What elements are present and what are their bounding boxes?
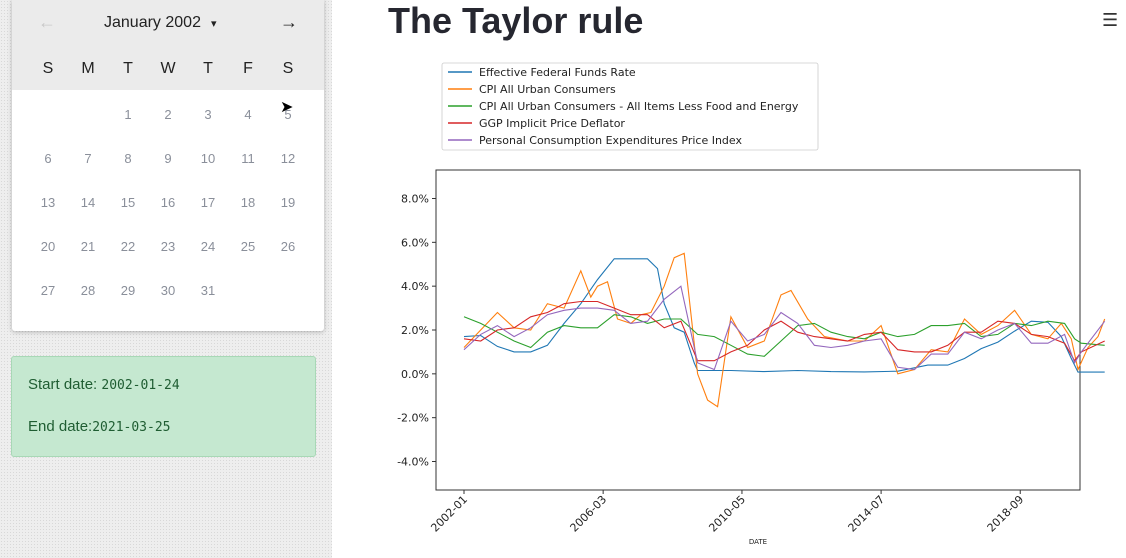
x-axis-label: DATE bbox=[749, 538, 767, 546]
taylor-rule-chart: -4.0% -2.0% 0.0% 2.0% 4.0% 6.0% 8.0% 2002-01 200… bbox=[397, 62, 1106, 546]
series-line-3 bbox=[463, 314, 1105, 357]
hamburger-menu-icon[interactable]: ☰ bbox=[1102, 10, 1119, 30]
legend-entry: Personal Consumption Expenditures Price … bbox=[479, 134, 742, 147]
calendar-day[interactable]: 5 bbox=[284, 107, 292, 122]
calendar-header: ← January 2002 ▾ → S M T W T F S bbox=[12, 0, 324, 90]
calendar-day[interactable]: 25 bbox=[240, 239, 256, 254]
caret-down-icon: ▾ bbox=[210, 18, 217, 30]
weekday-label: F bbox=[243, 60, 253, 77]
series-line-2 bbox=[463, 252, 1106, 408]
calendar-day[interactable]: 15 bbox=[120, 195, 136, 210]
calendar-day[interactable]: 28 bbox=[80, 283, 96, 298]
weekday-label: T bbox=[123, 60, 133, 77]
x-tick-label: 2006-03 bbox=[568, 493, 610, 535]
calendar-day[interactable]: 30 bbox=[160, 283, 176, 298]
calendar-day[interactable]: 2 bbox=[164, 107, 172, 122]
weekday-label: S bbox=[42, 60, 54, 77]
page-title: The Taylor rule bbox=[388, 0, 644, 41]
end-date-label: End date: bbox=[28, 418, 93, 435]
x-tick-label: 2002-01 bbox=[428, 493, 470, 535]
calendar-day[interactable]: 7 bbox=[84, 151, 92, 166]
plot-area bbox=[435, 169, 1081, 491]
calendar-day[interactable]: 12 bbox=[280, 151, 296, 166]
y-tick-label: 2.0% bbox=[401, 324, 429, 337]
month-year-label: January 2002 bbox=[104, 14, 201, 31]
calendar-day[interactable]: 22 bbox=[120, 239, 136, 254]
series-line-5 bbox=[463, 285, 1106, 371]
end-date-line: End date:2021-03-25 bbox=[28, 418, 171, 435]
start-date-line: Start date: 2002-01-24 bbox=[28, 376, 180, 393]
series-line-4 bbox=[463, 300, 1105, 362]
calendar-day[interactable]: 20 bbox=[40, 239, 56, 254]
x-tick-label: 2018-09 bbox=[985, 493, 1027, 535]
calendar-day[interactable]: 6 bbox=[44, 151, 52, 166]
calendar-day[interactable]: 19 bbox=[280, 195, 296, 210]
legend-entry: GGP Implicit Price Deflator bbox=[479, 117, 625, 130]
legend-entry: CPI All Urban Consumers - All Items Less… bbox=[479, 100, 799, 113]
calendar-day[interactable]: 27 bbox=[40, 283, 56, 298]
calendar-day[interactable]: 10 bbox=[200, 151, 216, 166]
y-tick-label: -4.0% bbox=[397, 456, 429, 469]
calendar-day[interactable]: 13 bbox=[40, 195, 56, 210]
calendar-day[interactable]: 14 bbox=[80, 195, 96, 210]
selected-dates-box: Start date: 2002-01-24 End date:2021-03-… bbox=[11, 356, 316, 457]
calendar-day[interactable]: 1 bbox=[124, 107, 132, 122]
calendar-day[interactable]: 23 bbox=[160, 239, 176, 254]
calendar-day[interactable]: 24 bbox=[200, 239, 216, 254]
calendar-day[interactable]: 11 bbox=[241, 151, 255, 166]
calendar-day[interactable]: 31 bbox=[200, 283, 216, 298]
start-date-value: 2002-01-24 bbox=[101, 378, 180, 393]
previous-month-arrow-icon[interactable]: ← bbox=[38, 12, 56, 32]
month-year-select[interactable]: January 2002 ▾ bbox=[104, 14, 217, 32]
x-tick-label: 2014-07 bbox=[846, 493, 888, 535]
mouse-pointer-icon: ➤ bbox=[280, 99, 294, 116]
start-date-label: Start date: bbox=[28, 376, 102, 393]
weekday-label: T bbox=[203, 60, 213, 77]
calendar-day[interactable]: 8 bbox=[124, 151, 132, 166]
y-tick-label: 8.0% bbox=[401, 192, 429, 205]
calendar-day[interactable]: 29 bbox=[120, 283, 136, 298]
y-tick-label: 0.0% bbox=[401, 368, 429, 381]
calendar-day[interactable]: 21 bbox=[80, 239, 96, 254]
legend-entry: Effective Federal Funds Rate bbox=[479, 66, 636, 79]
calendar-day[interactable]: 18 bbox=[240, 195, 256, 210]
weekday-label: S bbox=[282, 60, 294, 77]
x-tick-label: 2010-05 bbox=[706, 493, 748, 535]
calendar-day[interactable]: 4 bbox=[244, 107, 252, 122]
next-month-arrow-icon[interactable]: → bbox=[280, 12, 298, 32]
y-tick-label: 6.0% bbox=[401, 236, 429, 249]
calendar-day[interactable]: 17 bbox=[200, 195, 216, 210]
end-date-value: 2021-03-25 bbox=[92, 420, 171, 435]
chart-legend bbox=[441, 62, 819, 151]
weekday-label: W bbox=[160, 60, 176, 77]
weekday-label: M bbox=[81, 60, 95, 77]
calendar-day[interactable]: 3 bbox=[204, 107, 212, 122]
y-tick-label: -2.0% bbox=[397, 412, 429, 425]
calendar-day[interactable]: 26 bbox=[280, 239, 296, 254]
calendar-day[interactable]: 16 bbox=[160, 195, 176, 210]
legend-entry: CPI All Urban Consumers bbox=[479, 83, 616, 96]
calendar-day[interactable]: 9 bbox=[164, 151, 172, 166]
y-tick-label: 4.0% bbox=[401, 280, 429, 293]
